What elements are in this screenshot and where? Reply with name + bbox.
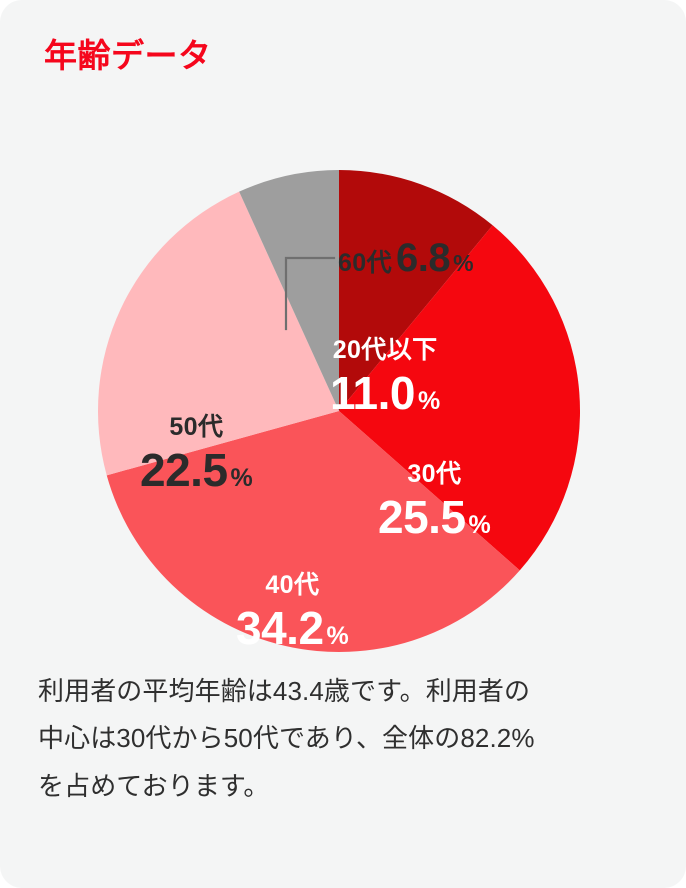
- pie-slice-2: [339, 225, 581, 571]
- slice-label-60dai-percent: %: [453, 250, 474, 276]
- pie-slice-3: [106, 411, 520, 653]
- slice-label-60dai: 60代 6.8%: [338, 238, 474, 278]
- pie-graphic: [97, 170, 581, 653]
- caption-line-3: を占めております。: [38, 770, 270, 801]
- callout-leader-line: [284, 256, 336, 331]
- slice-label-60dai-category: 60代: [338, 249, 393, 277]
- leader-polyline: [284, 256, 336, 331]
- slice-label-60dai-value: 6.8: [396, 236, 451, 280]
- pie-chart: 60代 6.8% 20代以下 11.0% 30代 25.5% 40代 34.2% …: [0, 110, 686, 655]
- pie-slice-1: [339, 170, 493, 411]
- caption-line-2: 中心は30代から50代であり、全体の82.2%: [38, 723, 535, 754]
- page-title: 年齢データ: [44, 37, 212, 74]
- caption-line-1: 利用者の平均年齢は43.4歳です。利用者の: [38, 676, 531, 706]
- pie-slice-4: [97, 191, 339, 476]
- pie-slice-5: [239, 170, 339, 411]
- chart-caption: 利用者の平均年齢は43.4歳です。利用者の 中心は30代から50代であり、全体の…: [38, 668, 652, 810]
- pie-svg: [97, 170, 581, 653]
